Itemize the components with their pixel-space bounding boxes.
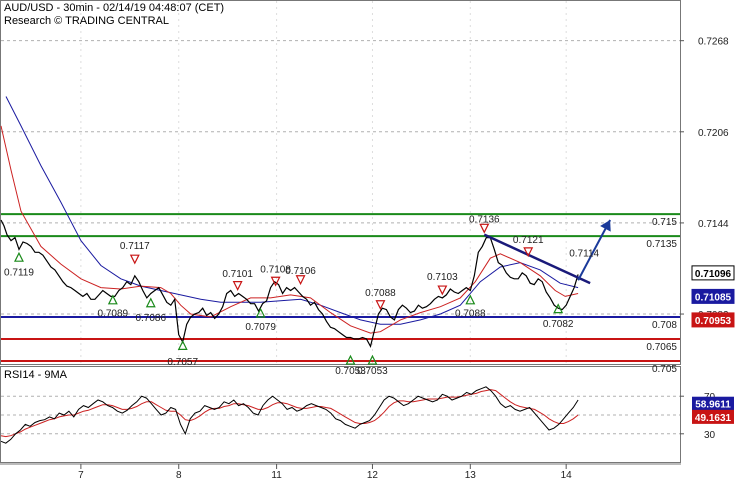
swing-low-marker [345,354,356,365]
x-tick-label: 14 [561,470,573,480]
price-tag-box [691,265,735,281]
swing-label: 0.7089 [98,309,129,320]
time-axis: 7 8 11 12 13 14 [78,464,572,480]
level-label: 0.708 [652,320,677,331]
swing-high-marker [437,285,448,296]
rsi-value-tag-label: 58.9611 [695,400,731,411]
swing-label: 0.7101 [222,269,253,280]
price-axis: 0.72680.72060.71440.70820.710960.710850.… [680,37,735,328]
swing-label: 0.7103 [427,272,458,283]
grid [1,1,680,364]
rsi-ma-value-tag-label: 49.1631 [695,413,732,424]
projection-arrow-head [600,219,611,232]
rsi-tick-label: 30 [704,430,716,441]
swing-high-marker [479,223,490,234]
price-tag-label: 0.71085 [695,292,732,303]
swing-label: 0.7119 [4,267,34,278]
price-tag-label: 0.70953 [695,316,732,327]
swing-low-marker [177,340,188,350]
rsi-label: RSI14 - 9MA [4,369,68,381]
swing-low-marker [107,294,118,305]
swing-low-marker [367,354,378,365]
swing-label: 0.7053 [357,366,388,377]
price-tag-box [691,288,735,304]
x-tick-label: 13 [465,470,477,480]
annotation-markers: 0.7119 0.7117 0.7089 0.7086 0.7057 0.7101 0.70… [4,215,599,377]
swing-label: 0.7088 [455,309,486,320]
projection-arrow-shaft [577,219,611,281]
x-tick-label: 12 [367,470,379,480]
swing-high-marker [375,300,386,311]
price-series [0,96,611,349]
swing-label: 0.7106 [285,266,316,277]
swing-high-marker [523,247,534,258]
y-tick-label: 0.7144 [698,219,729,230]
swing-high-marker [295,275,306,286]
level-label: 0.715 [652,217,677,228]
level-label: 0.7065 [646,342,677,353]
swing-label: 0.7088 [365,288,396,299]
chart-title: AUD/USD - 30min - 02/14/19 04:48:07 (CET… [4,2,224,14]
x-tick-label: 11 [271,470,282,480]
swing-high-marker [270,276,281,287]
trend-line [483,233,591,285]
swing-label: 0.7114 [569,248,599,259]
chart-subtitle: Research © TRADING CENTRAL [4,15,169,27]
swing-high-marker [232,281,243,291]
y-tick-label: 0.7206 [698,128,729,139]
price-panel-frame [0,0,681,365]
swing-label: 0.7136 [469,215,500,226]
swing-label: 0.7079 [245,322,276,333]
price-line [0,219,579,349]
swing-low-marker [255,307,266,318]
swing-label: 0.7082 [543,319,574,330]
swing-low-marker [14,251,24,262]
swing-label: 0.7117 [120,241,150,252]
level-label: 0.705 [652,364,677,375]
rsi-value-tag-box [692,396,734,411]
swing-low-marker [145,297,156,308]
swing-label: 0.7121 [513,235,544,246]
ma-slow-line [5,96,579,325]
swing-label: 0.7086 [135,313,166,324]
ma-fast-line [0,125,579,334]
y-tick-label: 0.7268 [698,37,729,48]
swing-label: 0.7108 [260,264,291,275]
swing-low-marker [553,303,564,314]
rsi-panel-frame [0,366,681,463]
price-tag-label: 0.71096 [695,269,732,280]
support-resistance-levels: 0.715 0.7135 0.708 0.7065 0.705 [1,213,680,375]
x-tick-label: 8 [176,470,182,480]
rsi-ma-value-tag-box [692,409,734,424]
rsi-ma-line [0,389,579,438]
swing-label: 0.7053 [335,366,366,377]
rsi-line [0,386,579,444]
x-tick-label: 7 [78,470,84,480]
level-label: 0.7135 [646,239,677,250]
swing-low-marker [465,294,476,305]
swing-high-marker [129,254,140,265]
swing-label: 0.7057 [167,357,198,368]
price-tag-box [691,312,735,328]
